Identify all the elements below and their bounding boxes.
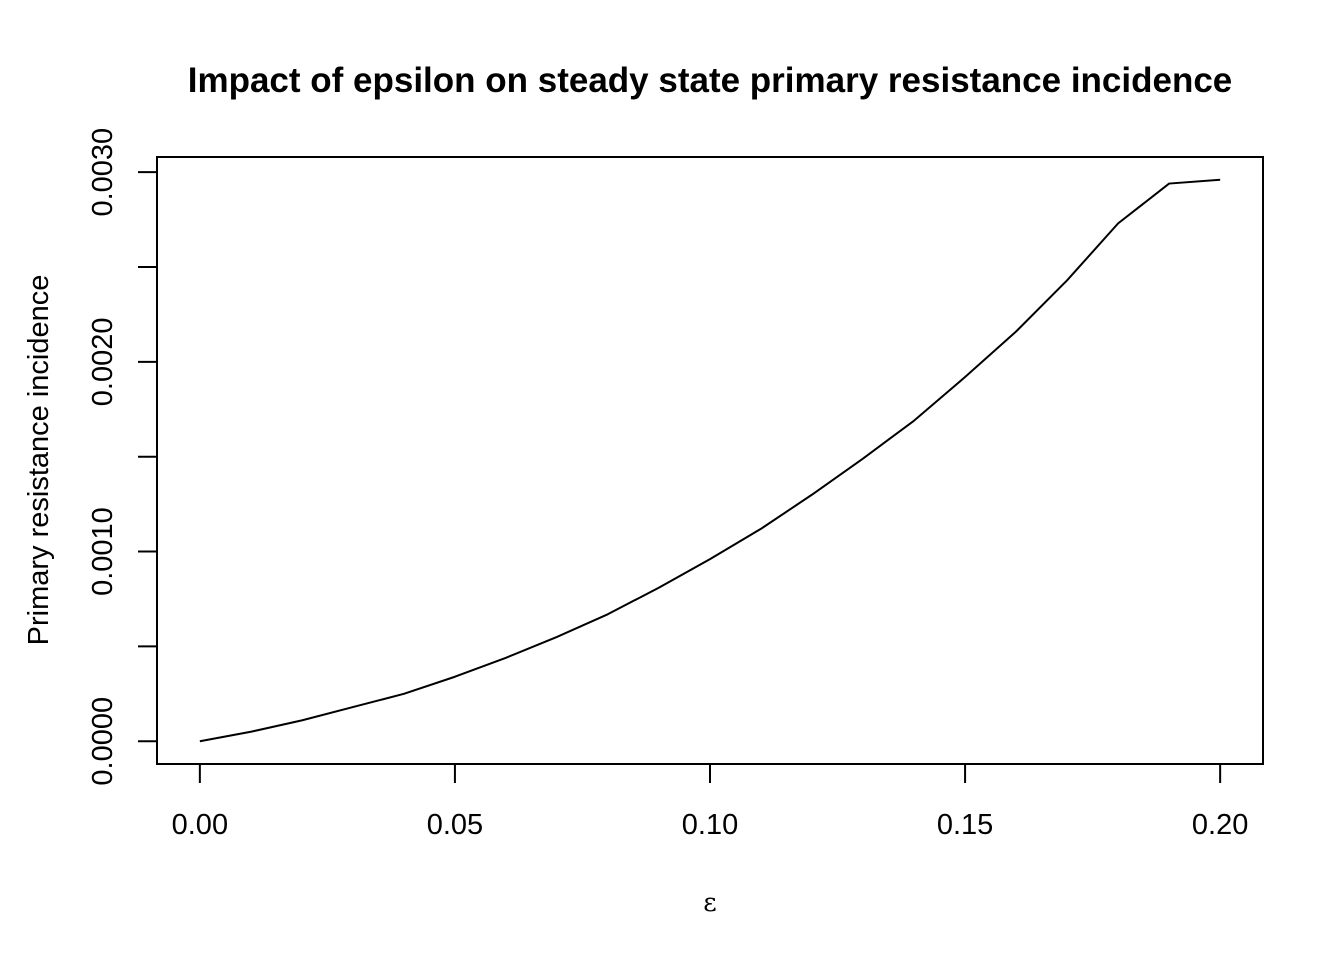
y-axis-label: Primary resistance incidence — [23, 275, 55, 646]
x-axis: 0.00 0.05 0.10 0.15 0.20 — [172, 763, 1248, 841]
x-tick-label: 0.05 — [427, 809, 483, 841]
y-tick-label: 0.0030 — [87, 128, 119, 217]
x-tick-label: 0.20 — [1192, 809, 1248, 841]
x-axis-label: ε — [703, 888, 716, 918]
y-tick-label: 0.0000 — [87, 697, 119, 786]
x-tick-label: 0.15 — [937, 809, 993, 841]
series-line — [199, 178, 1221, 743]
y-tick-label: 0.0020 — [87, 318, 119, 407]
chart-title: Impact of epsilon on steady state primar… — [188, 61, 1233, 100]
y-axis: 0.0000 0.0010 0.0020 0.0030 — [87, 128, 158, 786]
series-group — [199, 178, 1221, 743]
x-tick-label: 0.00 — [172, 809, 228, 841]
y-tick-label: 0.0010 — [87, 507, 119, 596]
x-tick-label: 0.10 — [682, 809, 738, 841]
